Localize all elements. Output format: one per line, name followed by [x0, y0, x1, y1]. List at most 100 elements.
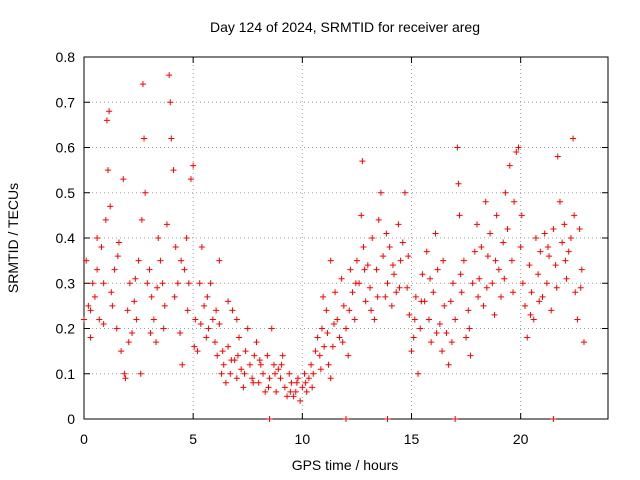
data-point — [302, 379, 309, 386]
data-point — [293, 379, 300, 386]
data-point — [138, 216, 145, 223]
data-point — [91, 293, 98, 300]
data-point — [290, 393, 297, 400]
data-point — [484, 253, 491, 260]
data-point — [121, 370, 128, 377]
y-axis-label: SRMTID / TECUs — [5, 183, 21, 293]
data-point — [148, 293, 155, 300]
data-point — [377, 189, 384, 196]
data-point — [229, 307, 236, 314]
data-point — [264, 352, 271, 359]
data-point — [511, 198, 518, 205]
data-point — [281, 384, 288, 391]
data-point — [543, 280, 550, 287]
data-point — [380, 253, 387, 260]
data-point — [536, 298, 543, 305]
data-point — [240, 384, 247, 391]
data-point — [343, 416, 349, 422]
data-point — [397, 257, 404, 264]
data-point — [500, 239, 507, 246]
data-point — [323, 307, 330, 314]
data-point — [100, 280, 107, 287]
data-point — [517, 244, 524, 251]
data-point — [351, 316, 358, 323]
data-point — [309, 384, 316, 391]
data-point — [506, 162, 513, 169]
data-point — [537, 248, 544, 255]
data-point — [423, 248, 430, 255]
data-point — [225, 343, 232, 350]
data-point — [535, 271, 542, 278]
data-point — [81, 316, 87, 323]
data-point — [96, 316, 103, 323]
data-point — [384, 416, 391, 422]
data-point — [321, 343, 328, 350]
data-points — [81, 72, 587, 422]
y-tick-label: 0.8 — [56, 49, 76, 65]
data-point — [168, 135, 175, 142]
data-point — [241, 370, 248, 377]
data-point — [399, 239, 406, 246]
data-point — [508, 257, 515, 264]
data-point — [132, 275, 139, 282]
data-point — [279, 352, 286, 359]
data-point — [565, 248, 572, 255]
data-point — [327, 375, 334, 382]
data-point — [147, 330, 154, 337]
data-point — [185, 280, 192, 287]
data-point — [552, 262, 559, 269]
data-point — [124, 307, 131, 314]
data-point — [327, 257, 334, 264]
y-tick-label: 0.7 — [56, 94, 76, 110]
data-point — [492, 257, 499, 264]
data-point — [94, 235, 101, 241]
x-tick-label: 10 — [295, 431, 311, 447]
data-point — [571, 212, 578, 219]
data-point — [368, 307, 375, 314]
data-point — [334, 316, 341, 323]
data-point — [320, 293, 327, 300]
data-point — [216, 257, 223, 264]
data-point — [550, 225, 557, 232]
data-point — [393, 289, 400, 296]
data-point — [286, 370, 293, 377]
data-point — [510, 289, 517, 296]
data-point — [580, 339, 587, 346]
data-point — [359, 158, 366, 165]
data-point — [166, 72, 173, 79]
data-point — [228, 357, 235, 364]
data-point — [567, 235, 574, 241]
chart-title: Day 124 of 2024, SRMTID for receiver are… — [210, 19, 480, 35]
data-point — [205, 325, 212, 332]
data-point — [343, 325, 349, 332]
data-point — [489, 280, 496, 287]
data-point — [463, 334, 470, 341]
data-point — [482, 198, 489, 205]
data-point — [118, 348, 125, 355]
data-point — [554, 153, 561, 160]
data-point — [388, 302, 395, 309]
data-point — [272, 370, 279, 377]
y-tick-label: 0.2 — [56, 321, 76, 337]
data-point — [109, 302, 116, 309]
data-point — [203, 334, 210, 341]
data-point — [504, 225, 511, 232]
data-point — [142, 189, 149, 196]
data-point — [349, 289, 356, 296]
data-point — [458, 289, 465, 296]
data-point — [194, 348, 201, 355]
data-point — [561, 221, 568, 228]
data-point — [266, 416, 273, 422]
data-point — [576, 225, 583, 232]
data-point — [541, 230, 548, 237]
data-point — [107, 203, 114, 210]
data-point — [268, 325, 275, 332]
data-point — [476, 275, 483, 282]
data-point — [161, 302, 168, 309]
data-point — [167, 99, 174, 106]
data-point — [329, 343, 336, 350]
data-point — [352, 280, 359, 287]
y-tick-label: 0 — [67, 411, 75, 427]
data-point — [405, 253, 412, 260]
x-tick-label: 0 — [80, 431, 88, 447]
